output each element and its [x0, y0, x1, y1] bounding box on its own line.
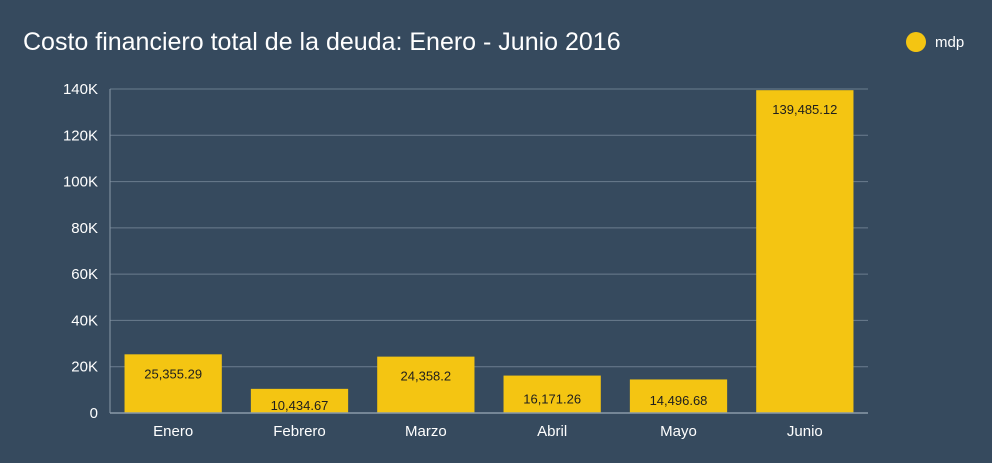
y-tick-label: 20K: [71, 359, 98, 376]
y-tick-label: 40K: [71, 312, 98, 329]
legend-label: mdp: [935, 33, 965, 51]
x-tick-label: Mayo: [660, 423, 697, 440]
bar: [377, 356, 475, 413]
bar: [503, 375, 601, 413]
bar-data-label: 24,358.2: [401, 369, 452, 384]
y-tick-label: 80K: [71, 220, 98, 237]
bar-data-label: 14,496.68: [650, 393, 708, 408]
y-tick-label: 140K: [63, 81, 98, 98]
y-tick-label: 0: [90, 405, 98, 422]
x-tick-label: Febrero: [273, 423, 326, 440]
bar-data-label: 25,355.29: [144, 366, 202, 381]
x-tick-label: Junio: [787, 423, 823, 440]
x-tick-label: Abril: [537, 423, 567, 440]
y-tick-label: 120K: [63, 127, 98, 144]
bar-data-label: 10,434.67: [271, 398, 329, 413]
legend-swatch: [906, 32, 926, 52]
chart-title: Costo financiero total de la deuda: Ener…: [23, 28, 621, 56]
bar: [124, 354, 222, 413]
x-tick-label: Marzo: [405, 423, 447, 440]
y-tick-label: 100K: [63, 174, 98, 191]
bar-data-label: 16,171.26: [523, 391, 581, 406]
bar: [250, 388, 349, 413]
bar: [629, 379, 728, 413]
legend[interactable]: mdp: [906, 32, 964, 52]
bar-data-label: 139,485.12: [772, 102, 837, 117]
x-tick-label: Enero: [153, 423, 193, 440]
bar: [756, 90, 854, 413]
y-tick-label: 60K: [71, 266, 98, 283]
